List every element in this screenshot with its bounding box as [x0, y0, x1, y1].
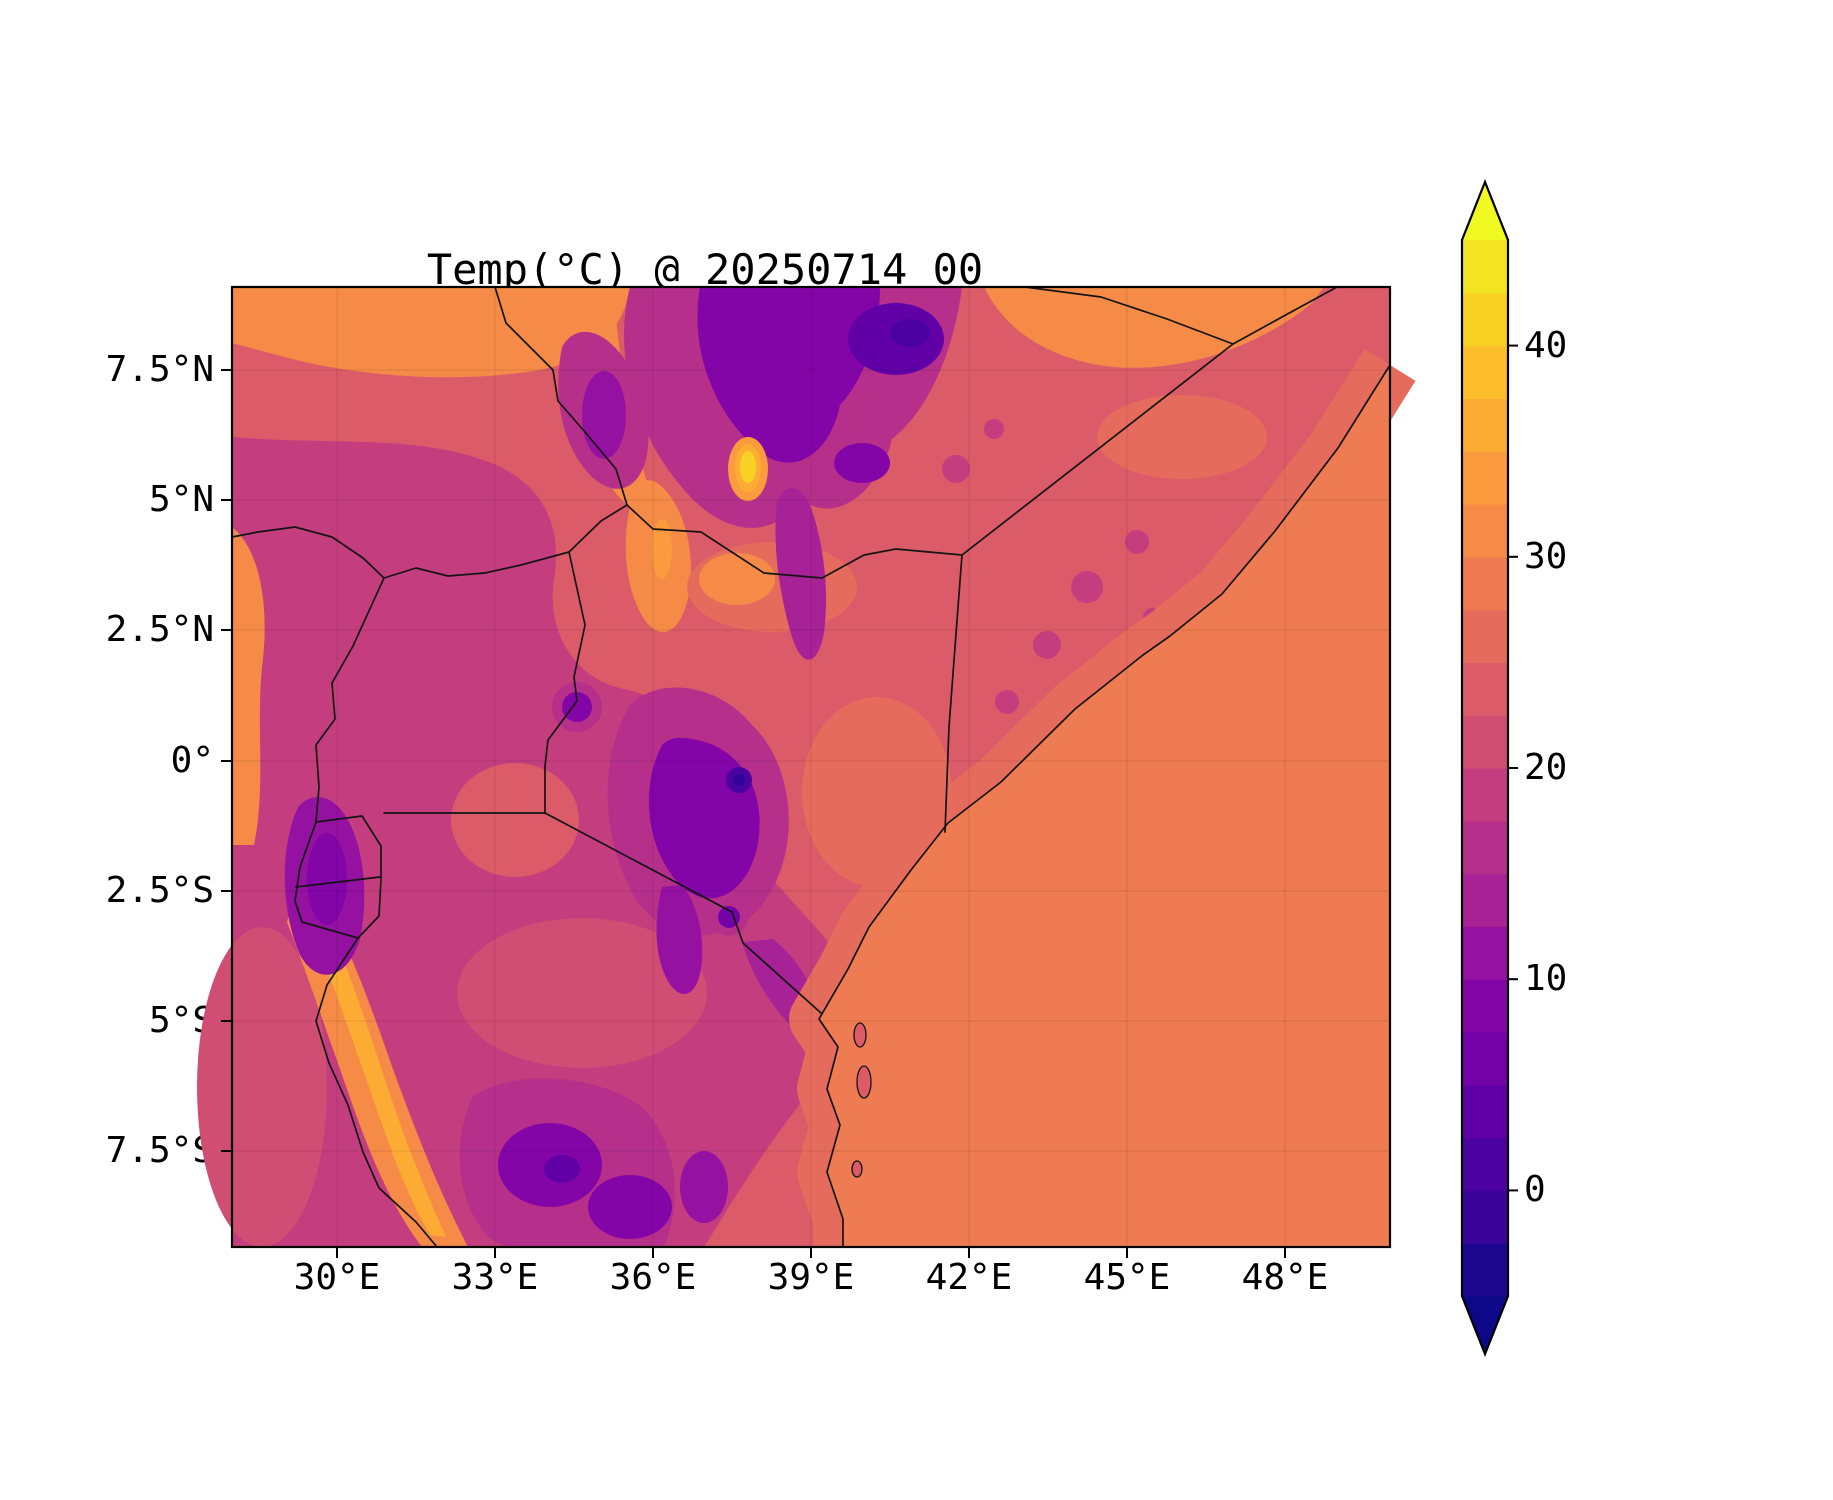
y-tick-label-5s: 5°S: [148, 1000, 214, 1041]
y-tick-label-5n: 5°N: [148, 479, 214, 520]
map-plot-area: [197, 285, 1416, 1258]
x-tick-label-36e: 36°E: [609, 1257, 697, 1298]
temperature-map-svg: [197, 285, 1416, 1258]
colorbar-tick-label-0: 0: [1524, 1169, 1546, 1210]
island-zanzibar: [856, 1065, 872, 1099]
x-tick-label-33e: 33°E: [451, 1257, 539, 1298]
map-frame-border: [230, 285, 1392, 1249]
y-tick-label-0: 0°: [170, 740, 214, 781]
colorbar-arrow-under: [1462, 1296, 1508, 1354]
island-pemba: [853, 1022, 867, 1048]
colorbar-bands: [1462, 240, 1508, 1297]
coastline: [818, 364, 1391, 1248]
x-tick-label-39e: 39°E: [767, 1257, 855, 1298]
axis-ticks-layer: [221, 369, 1286, 1258]
y-tick-label-7p5n: 7.5°N: [105, 349, 214, 390]
colorbar-tick-marks: [1508, 344, 1518, 1192]
x-tick-label-45e: 45°E: [1083, 1257, 1171, 1298]
colorbar-tick-label-40: 40: [1524, 325, 1568, 366]
colorbar-tick-label-20: 20: [1524, 747, 1568, 788]
colorbar-outline: [1460, 179, 1510, 1357]
plot-title-line1: Temp(°C) @ 20250714_00: [426, 245, 984, 294]
indian-ocean: [819, 365, 1390, 1247]
colorbar-tick-label-30: 30: [1524, 536, 1568, 577]
temperature-field-layer: [197, 287, 1416, 1249]
colorbar-svg: [1460, 179, 1518, 1357]
x-tick-label-48e: 48°E: [1241, 1257, 1329, 1298]
x-tick-label-30e: 30°E: [293, 1257, 381, 1298]
y-tick-label-2p5s: 2.5°S: [105, 870, 214, 911]
island-mafia: [851, 1160, 863, 1178]
gridlines-layer: [232, 287, 1390, 1247]
country-borders-layer: [231, 286, 1338, 1248]
colorbar-tick-label-10: 10: [1524, 958, 1568, 999]
coastline-and-islands: [818, 364, 1391, 1248]
y-tick-label-7p5s: 7.5°S: [105, 1130, 214, 1171]
colorbar-arrow-over: [1462, 182, 1508, 240]
x-tick-label-42e: 42°E: [925, 1257, 1013, 1298]
y-tick-label-2p5n: 2.5°N: [105, 609, 214, 650]
